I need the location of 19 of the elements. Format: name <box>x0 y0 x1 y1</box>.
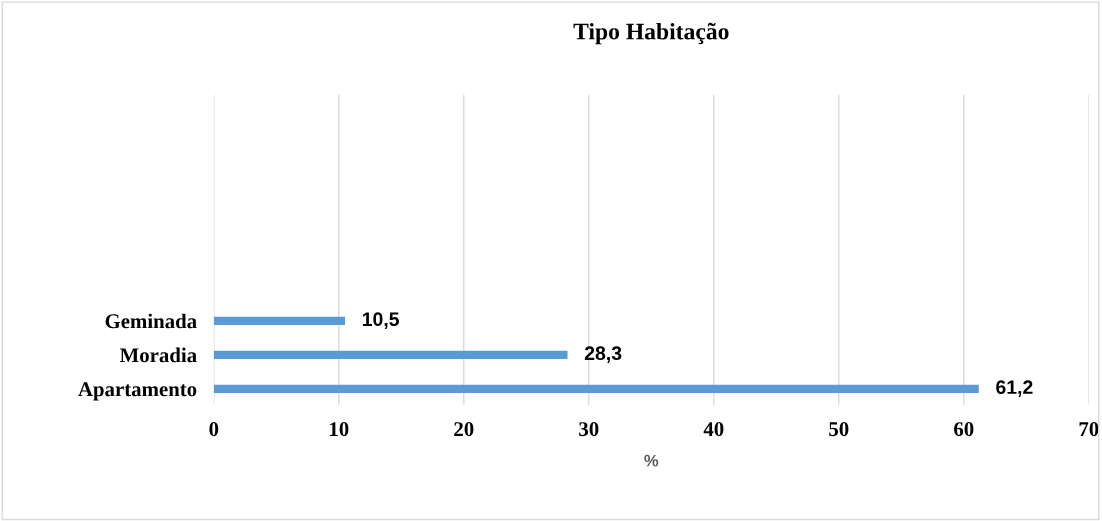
y-tick-label: Moradia <box>119 347 197 363</box>
y-tick-label: Apartamento <box>78 382 197 401</box>
x-tick-label: 10 <box>330 422 349 437</box>
x-tick-label: 30 <box>579 422 599 437</box>
x-tick-label: 60 <box>954 422 974 437</box>
chart-title: Tipo Habitação <box>573 22 729 45</box>
x-tick-label: 20 <box>454 422 474 437</box>
bar <box>213 316 346 325</box>
x-tick-label: 50 <box>829 422 849 437</box>
y-tick-label: Geminada <box>105 313 197 329</box>
x-axis-title: % <box>644 454 659 467</box>
data-label: 61,2 <box>996 380 1033 397</box>
data-label: 10,5 <box>362 312 400 329</box>
x-tick-label: 0 <box>209 422 219 437</box>
x-tick-label: 70 <box>1079 422 1099 437</box>
x-tick-label: 40 <box>703 422 724 437</box>
bar <box>213 350 568 359</box>
data-label: 28,3 <box>584 346 622 363</box>
bar <box>213 384 979 393</box>
